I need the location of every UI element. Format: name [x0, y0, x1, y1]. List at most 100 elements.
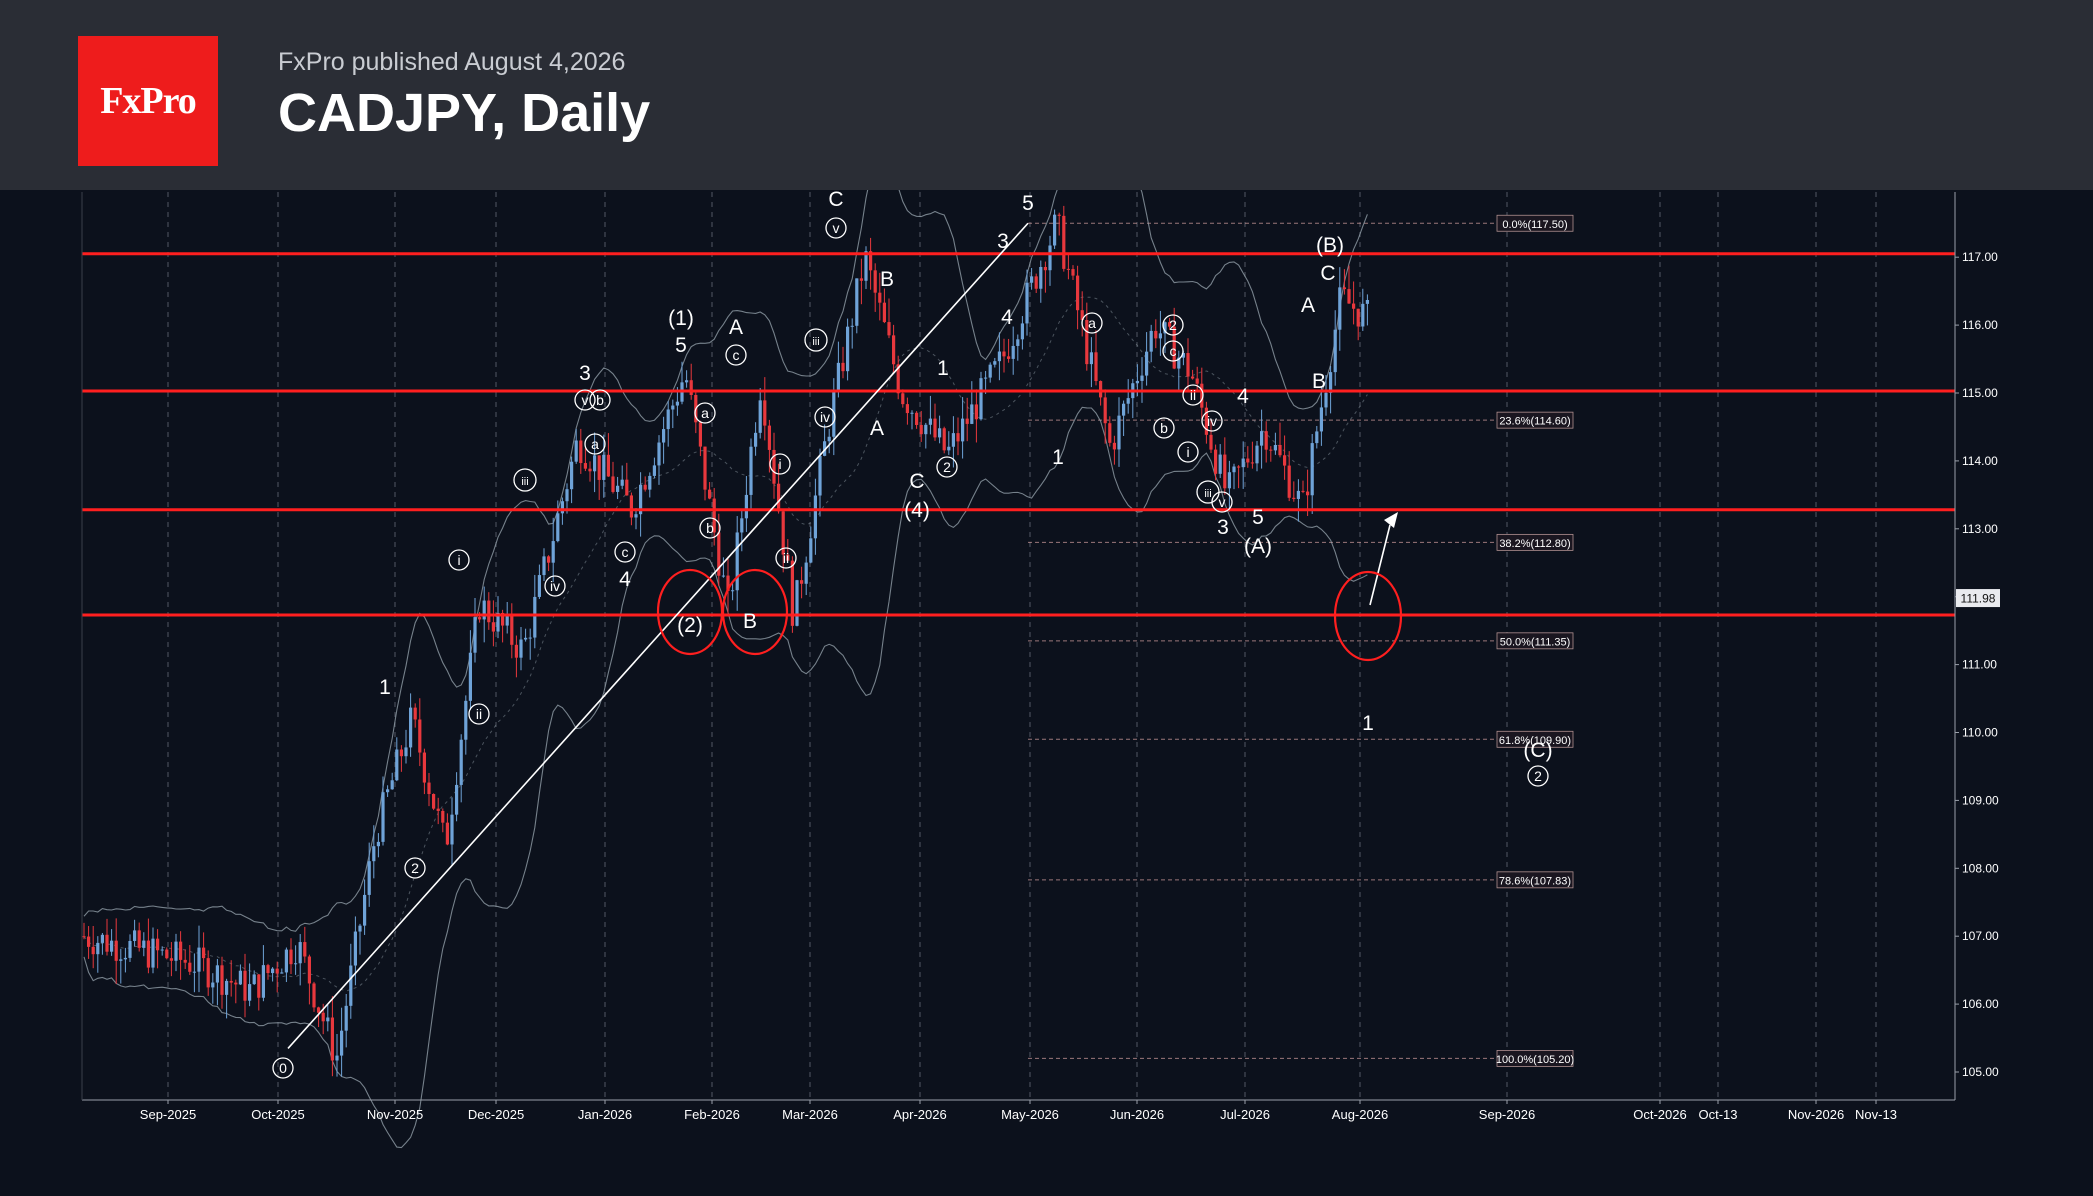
- candle-body: [1007, 356, 1011, 359]
- projection-line: [1369, 524, 1391, 606]
- wave-label-circle: [272, 1057, 294, 1079]
- candle-body: [1057, 214, 1061, 216]
- candle-body: [1016, 339, 1020, 346]
- candle-body: [344, 1005, 348, 1031]
- candle-body: [367, 861, 371, 895]
- candle-body: [804, 562, 808, 584]
- candle-body: [951, 433, 955, 447]
- candle-body: [197, 947, 201, 972]
- candle-body: [151, 938, 155, 968]
- wave-label: (C): [1523, 739, 1552, 762]
- wave-label-circle: [814, 406, 836, 428]
- candle-body: [574, 440, 578, 462]
- wave-label: iii: [521, 476, 528, 488]
- candle-body: [970, 404, 974, 424]
- candle-body: [1071, 269, 1075, 276]
- candle-body: [225, 980, 229, 995]
- candle-body: [105, 934, 109, 952]
- candle-body: [445, 822, 449, 845]
- candle-body: [1232, 466, 1236, 473]
- candle-body: [1260, 431, 1264, 446]
- wave-label: C: [1320, 262, 1335, 285]
- candle-body: [850, 325, 854, 327]
- candle-body: [1089, 352, 1093, 365]
- fib-label-box: [1496, 1050, 1574, 1067]
- candle-body: [993, 361, 997, 365]
- candle-body: [602, 454, 606, 480]
- wave-label-circle: [1201, 410, 1223, 432]
- candle-body: [1062, 215, 1066, 269]
- wave-label: A: [729, 316, 743, 339]
- candle-body: [984, 377, 988, 379]
- candle-body: [579, 440, 583, 464]
- candle-body: [593, 455, 597, 472]
- wave-label-circle: [1081, 312, 1103, 334]
- wave-label-circle: [584, 433, 606, 455]
- highlight-circle: [721, 568, 789, 656]
- candle-body: [988, 364, 992, 378]
- candle-body: [510, 616, 514, 645]
- fib-label-box: [1496, 214, 1574, 232]
- candle-body: [1269, 449, 1273, 451]
- wave-label: iii: [1204, 488, 1211, 500]
- candle-body: [156, 938, 160, 951]
- candle-body: [620, 479, 624, 486]
- candle-body: [1099, 381, 1103, 398]
- candle-body: [234, 982, 238, 985]
- candle-body: [1237, 466, 1241, 468]
- time-tick-label: Apr-2026: [893, 1107, 946, 1122]
- time-tick-label: Jan-2026: [578, 1107, 632, 1122]
- price-tick-label: 106.00: [1962, 997, 1999, 1011]
- candle-body: [487, 600, 491, 623]
- published-caption: FxPro published August 4,2026: [278, 48, 626, 76]
- wave-label: B: [743, 610, 757, 633]
- candle-body: [1030, 276, 1034, 283]
- wave-label: i: [778, 456, 781, 472]
- wave-label-circle: [1177, 441, 1199, 463]
- candle-body: [800, 580, 804, 584]
- wave-label: A: [1301, 294, 1315, 317]
- candle-body: [832, 391, 836, 437]
- candle-body: [1126, 398, 1130, 404]
- candle-body: [478, 617, 482, 620]
- wave-label: c: [622, 544, 629, 560]
- candle-body: [100, 934, 104, 943]
- candle-body: [961, 418, 965, 442]
- candle-body: [786, 554, 790, 561]
- price-tick-label: 115.00: [1962, 386, 1998, 400]
- candle-body: [818, 455, 822, 496]
- wave-label: iii: [812, 336, 819, 348]
- time-tick-label: Oct-13: [1698, 1107, 1737, 1122]
- wave-label-circle: [404, 857, 426, 879]
- price-tick-label: 113.00: [1962, 522, 1998, 536]
- time-tick-label: Oct-2025: [251, 1107, 304, 1122]
- candle-body: [165, 949, 169, 959]
- fib-label: 100.0%(105.20): [1496, 1054, 1574, 1066]
- candle-body: [289, 949, 293, 965]
- candle-body: [432, 794, 436, 809]
- candle-body: [629, 495, 633, 518]
- bollinger-middle: [83, 296, 1368, 992]
- candle-body: [1181, 353, 1185, 358]
- candle-body: [1112, 442, 1116, 450]
- candle-body: [657, 442, 661, 466]
- candle-body: [1227, 472, 1231, 489]
- candle-body: [482, 600, 486, 620]
- price-tick-label: 117.00: [1962, 250, 1998, 264]
- candle-body: [317, 1007, 321, 1013]
- candle-body: [1310, 443, 1314, 496]
- candle-body: [1250, 462, 1254, 464]
- candle-body: [1094, 352, 1098, 382]
- candle-body: [514, 644, 518, 658]
- wave-label: b: [1160, 420, 1168, 436]
- price-tick-label: 110.00: [1962, 726, 1998, 740]
- candle-body: [712, 498, 716, 533]
- wave-label: 2: [411, 860, 419, 876]
- candle-body: [372, 846, 376, 862]
- candle-body: [422, 752, 426, 783]
- candle-body: [547, 556, 551, 563]
- candle-body: [556, 513, 560, 542]
- candle-body: [827, 436, 831, 442]
- candle-body: [1066, 268, 1070, 270]
- bollinger-upper: [83, 190, 1368, 932]
